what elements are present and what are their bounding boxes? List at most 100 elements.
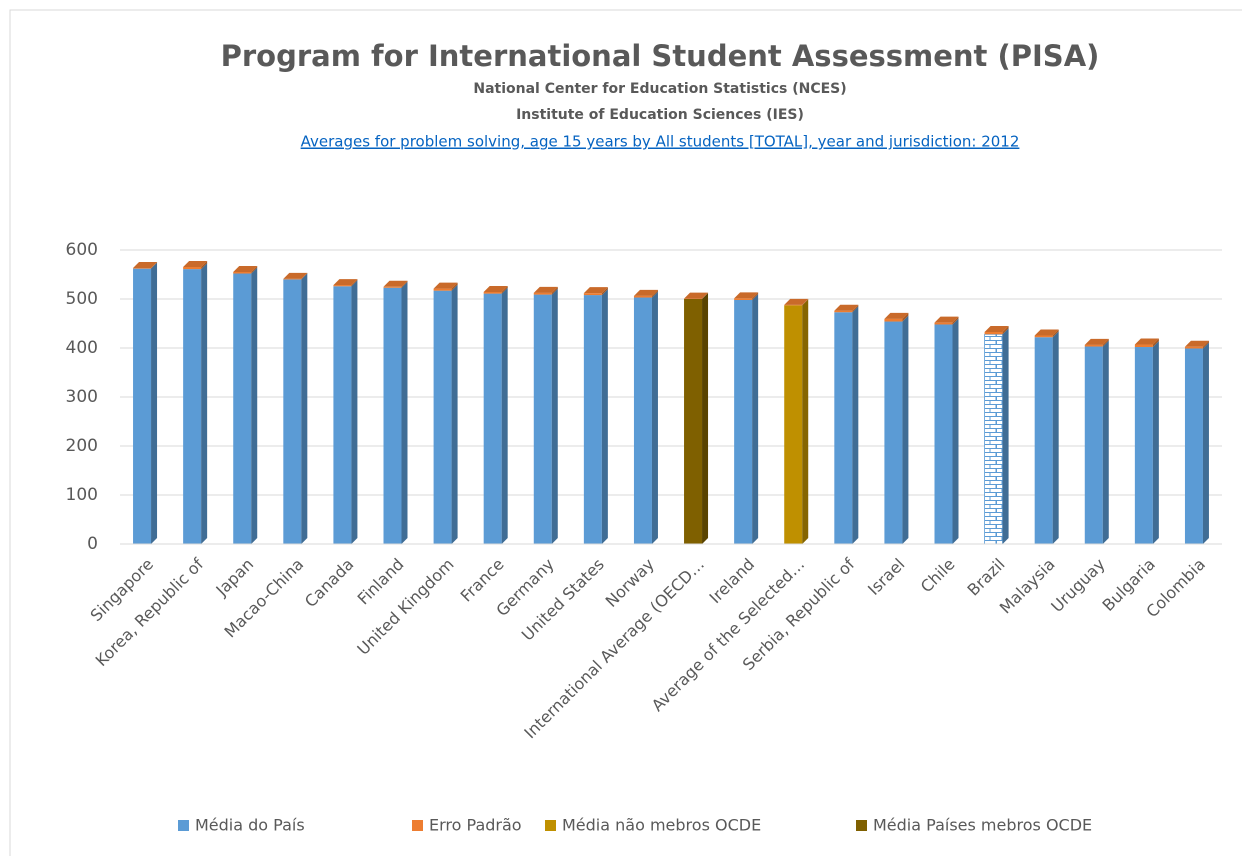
bar-segment bbox=[1085, 341, 1109, 544]
bar-face bbox=[1203, 342, 1209, 544]
bar-face bbox=[534, 293, 552, 295]
bar-face bbox=[283, 279, 301, 544]
bar-segment bbox=[333, 280, 357, 544]
bar-face bbox=[684, 299, 702, 544]
bar-segment bbox=[484, 288, 508, 544]
bar-face bbox=[1003, 328, 1009, 544]
y-tick-label: 400 bbox=[66, 338, 98, 358]
bar-face bbox=[201, 263, 207, 544]
bar-segment bbox=[834, 306, 858, 544]
bar-face bbox=[752, 294, 758, 544]
bar-face bbox=[702, 293, 708, 544]
bar-face bbox=[434, 291, 452, 544]
bar-face bbox=[133, 268, 151, 269]
bar-segment bbox=[233, 268, 257, 544]
bar-segment bbox=[884, 316, 908, 544]
bar-face bbox=[251, 268, 257, 544]
bar-face bbox=[652, 292, 658, 544]
legend-label: Média Países mebros OCDE bbox=[873, 816, 1092, 835]
legend-label: Média não mebros OCDE bbox=[562, 816, 761, 835]
bar-face bbox=[133, 269, 151, 544]
bar-face bbox=[834, 312, 852, 544]
bar-face bbox=[233, 272, 251, 274]
bar-segment bbox=[584, 289, 608, 544]
bar-face bbox=[784, 305, 802, 544]
y-tick-label: 100 bbox=[66, 485, 98, 505]
bar-segment bbox=[283, 273, 307, 544]
bar-face bbox=[584, 295, 602, 544]
subtitle: National Center for Education Statistics… bbox=[473, 81, 846, 97]
bar-face bbox=[734, 298, 752, 300]
bar-face bbox=[1185, 348, 1203, 544]
legend-swatch bbox=[178, 820, 189, 831]
bar-face bbox=[1153, 341, 1159, 544]
subtitle: Institute of Education Sciences (IES) bbox=[516, 107, 804, 123]
bar-face bbox=[1135, 345, 1153, 347]
bar-face bbox=[953, 318, 959, 544]
y-tick-label: 0 bbox=[87, 534, 98, 554]
bar-face bbox=[183, 269, 201, 544]
bar-face bbox=[634, 298, 652, 544]
bar-face bbox=[834, 311, 852, 313]
bar-face bbox=[484, 292, 502, 294]
bar-face bbox=[602, 289, 608, 544]
bar-face bbox=[884, 319, 902, 322]
legend-swatch bbox=[412, 820, 423, 831]
bar-face bbox=[1035, 337, 1053, 544]
bar-face bbox=[802, 299, 808, 544]
bar-face bbox=[183, 267, 201, 269]
bar-segment bbox=[935, 318, 959, 544]
bar-face bbox=[434, 289, 452, 291]
bar-face bbox=[452, 285, 458, 544]
bar-face bbox=[151, 263, 157, 544]
bar-face bbox=[1185, 347, 1203, 349]
bar-face bbox=[402, 282, 408, 544]
bar-face bbox=[1103, 341, 1109, 544]
bar-segment bbox=[1135, 341, 1159, 544]
bar-face bbox=[902, 316, 908, 544]
bar-face bbox=[634, 296, 652, 298]
bar-segment bbox=[1185, 342, 1209, 544]
bar-segment bbox=[534, 289, 558, 544]
bar-face bbox=[935, 324, 953, 544]
bar-face bbox=[333, 285, 351, 286]
bar-face bbox=[734, 300, 752, 544]
bar-face bbox=[351, 280, 357, 544]
bar-face bbox=[484, 294, 502, 544]
bar-face bbox=[384, 287, 402, 288]
bar-segment bbox=[734, 294, 758, 544]
y-tick-label: 500 bbox=[66, 289, 98, 309]
bar-face bbox=[584, 293, 602, 295]
bar-segment bbox=[434, 285, 458, 544]
bar-face bbox=[985, 334, 1003, 544]
y-tick-label: 200 bbox=[66, 436, 98, 456]
bar-face bbox=[1085, 345, 1103, 347]
bar-face bbox=[985, 332, 1003, 334]
legend-label: Média do País bbox=[195, 816, 305, 835]
bar-face bbox=[233, 274, 251, 544]
bar-segment bbox=[183, 263, 207, 544]
bar-face bbox=[1085, 347, 1103, 544]
bar-face bbox=[301, 273, 307, 544]
bar-face bbox=[1135, 347, 1153, 544]
bar-face bbox=[1035, 336, 1053, 338]
legend-label: Erro Padrão bbox=[429, 816, 522, 835]
legend-swatch bbox=[856, 820, 867, 831]
bar-face bbox=[1053, 331, 1059, 544]
bar-face bbox=[384, 288, 402, 544]
bar-segment bbox=[985, 328, 1009, 544]
bar-face bbox=[884, 322, 902, 544]
y-tick-label: 600 bbox=[66, 240, 98, 260]
bar-segment bbox=[784, 299, 808, 544]
bar-face bbox=[502, 288, 508, 544]
subtitle-link[interactable]: Averages for problem solving, age 15 yea… bbox=[301, 133, 1020, 151]
bar-segment bbox=[634, 292, 658, 544]
bar-segment bbox=[384, 282, 408, 544]
y-tick-label: 300 bbox=[66, 387, 98, 407]
chart-title: Program for International Student Assess… bbox=[221, 39, 1100, 73]
bar-face bbox=[852, 306, 858, 544]
bar-face bbox=[552, 289, 558, 544]
bar-face bbox=[333, 286, 351, 544]
bar-segment bbox=[684, 293, 708, 544]
